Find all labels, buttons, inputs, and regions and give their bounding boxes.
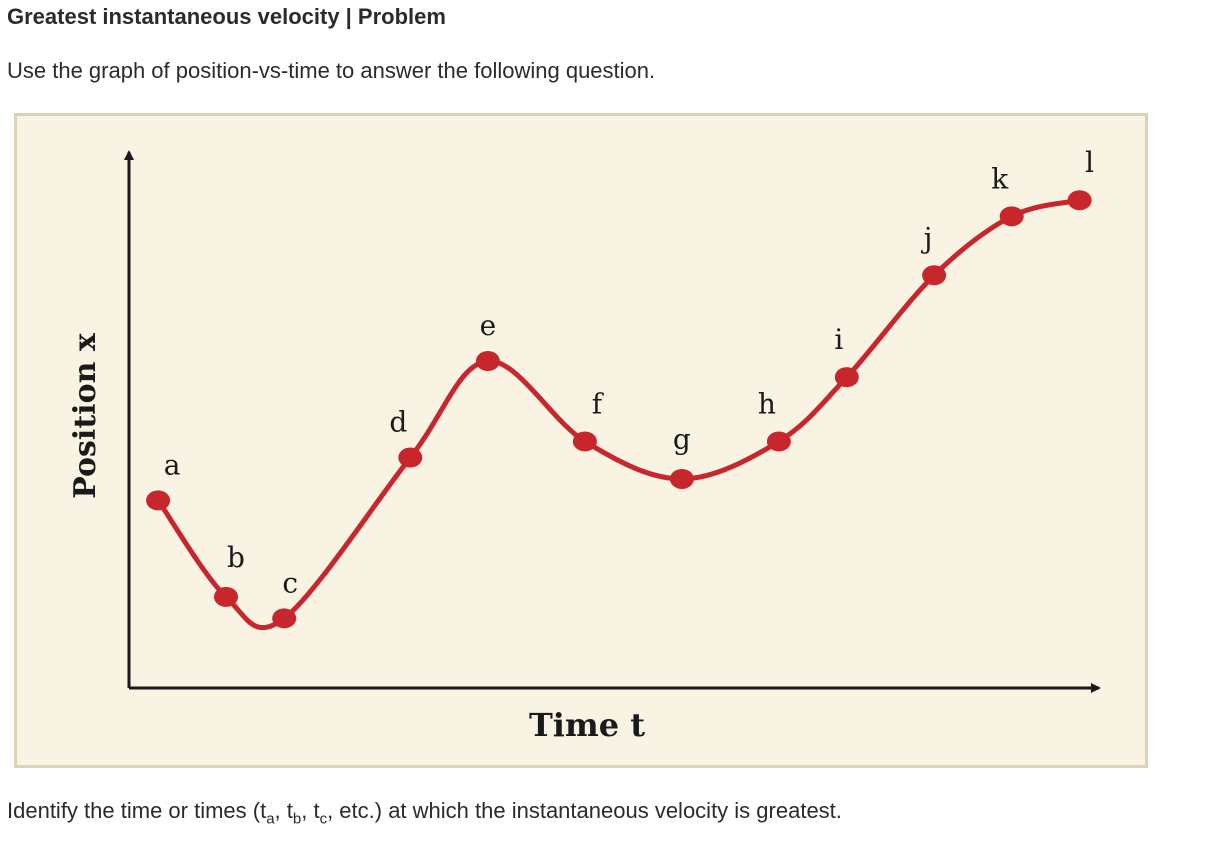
subscript-b: b: [292, 810, 302, 828]
position-time-graph: a b c d e f g h i j k l Time t Position x: [14, 113, 1148, 768]
data-point-g: [669, 468, 694, 489]
x-axis-label: Time t: [529, 706, 645, 744]
question-prefix: Identify the time or times (t: [7, 798, 267, 823]
point-label-l: l: [1085, 146, 1094, 179]
position-curve: [155, 197, 1083, 631]
data-point-a: [146, 490, 171, 511]
question-text: Identify the time or times (ta, tb, tc, …: [7, 798, 842, 827]
data-point-d: [398, 447, 423, 468]
data-point-b: [214, 586, 238, 607]
data-point-j: [922, 265, 947, 286]
data-point-i: [834, 367, 859, 388]
point-label-b: b: [227, 541, 245, 574]
point-label-h: h: [758, 387, 776, 420]
data-point-h: [766, 431, 791, 452]
point-label-f: f: [592, 387, 605, 420]
point-label-j: j: [921, 221, 933, 254]
instructions-text: Use the graph of position-vs-time to ans…: [7, 58, 656, 83]
data-point-l: [1067, 190, 1092, 211]
question-suffix: , etc.) at which the instantaneous veloc…: [327, 798, 842, 823]
data-point-f: [572, 431, 597, 452]
question-sep-2: , t: [301, 798, 320, 823]
question-sep-1: , t: [274, 798, 293, 823]
point-label-i: i: [834, 323, 843, 356]
data-point-k: [999, 206, 1024, 227]
y-axis-label: Position x: [68, 332, 103, 499]
point-label-c: c: [282, 566, 298, 599]
point-label-k: k: [991, 162, 1009, 195]
point-label-d: d: [389, 406, 407, 439]
data-point-c: [272, 608, 297, 629]
point-label-a: a: [164, 448, 181, 481]
chart-svg: a b c d e f g h i j k l Time t Position x: [68, 146, 1101, 744]
data-points: a b c d e f g h i j k l: [146, 146, 1094, 629]
point-label-e: e: [480, 309, 497, 342]
subscript-a: a: [266, 810, 275, 828]
subscript-c: c: [319, 810, 328, 828]
data-point-e: [475, 351, 500, 372]
point-label-g: g: [673, 423, 691, 456]
page-title: Greatest instantaneous velocity | Proble…: [7, 4, 446, 29]
